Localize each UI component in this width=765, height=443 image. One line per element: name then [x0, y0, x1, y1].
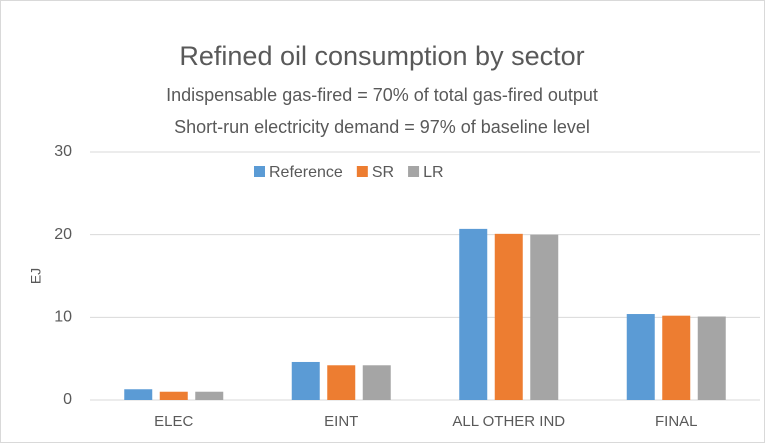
- legend-swatch: [408, 166, 420, 177]
- y-tick-label: 20: [54, 226, 72, 243]
- bar: [362, 365, 391, 400]
- y-tick-label: 30: [54, 143, 72, 160]
- x-tick-label: ELEC: [154, 413, 193, 430]
- bar: [327, 365, 356, 400]
- bar: [697, 316, 726, 400]
- bar: [124, 389, 153, 400]
- chart-subtitle: Short-run electricity demand = 97% of ba…: [174, 117, 590, 137]
- bar: [195, 391, 224, 400]
- y-tick-label: 10: [54, 309, 72, 326]
- legend-label: LR: [423, 164, 443, 181]
- legend-swatch: [254, 166, 265, 177]
- chart-title: Refined oil consumption by sector: [179, 41, 584, 71]
- bar: [662, 315, 691, 400]
- bar: [459, 228, 488, 400]
- legend-label: Reference: [269, 164, 343, 181]
- legend-label: SR: [372, 164, 394, 181]
- legend-swatch: [356, 166, 368, 177]
- x-tick-label: ALL OTHER IND: [452, 413, 565, 430]
- bar: [530, 234, 559, 400]
- y-axis-label: EJ: [28, 268, 44, 284]
- bar: [494, 233, 523, 400]
- y-tick-label: 0: [63, 391, 72, 408]
- bar: [291, 361, 320, 400]
- bar: [159, 391, 188, 400]
- x-tick-label: EINT: [324, 413, 358, 430]
- chart-subtitle: Indispensable gas-fired = 70% of total g…: [166, 85, 598, 105]
- x-tick-label: FINAL: [655, 413, 698, 430]
- bar: [626, 314, 655, 400]
